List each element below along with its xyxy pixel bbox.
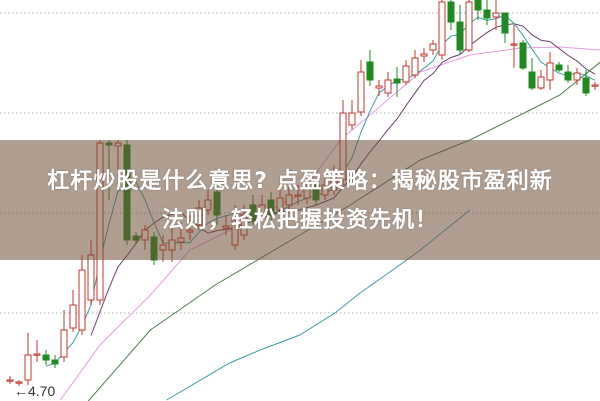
candle	[519, 40, 527, 70]
candle	[528, 58, 536, 90]
candle	[366, 50, 374, 86]
candle-body	[447, 1, 455, 23]
candle	[6, 376, 14, 384]
title-line-2: 法则，轻松把握投资先机！	[161, 208, 438, 233]
candle-body	[501, 12, 509, 34]
candle	[78, 255, 86, 335]
candle	[420, 48, 428, 62]
candle	[591, 82, 599, 90]
candle	[60, 310, 68, 362]
candle	[564, 65, 572, 83]
candle	[465, 0, 473, 52]
candle-body	[375, 85, 383, 89]
candle-body	[357, 71, 365, 113]
candle	[33, 340, 41, 362]
candle	[411, 50, 419, 78]
candle-body	[393, 78, 401, 84]
candle	[15, 380, 23, 386]
candle	[375, 80, 383, 96]
candle	[51, 355, 59, 368]
candle-body	[69, 304, 77, 329]
candle	[501, 12, 509, 43]
candle	[573, 68, 581, 85]
candle	[546, 52, 554, 90]
candle	[510, 25, 518, 68]
candle-body	[348, 112, 356, 126]
candle-body	[483, 9, 491, 19]
candle-body	[456, 21, 464, 51]
candle-body	[582, 77, 590, 94]
candle	[42, 350, 50, 365]
candle-body	[591, 84, 599, 87]
candle-body	[429, 43, 437, 51]
candle-body	[438, 1, 446, 56]
candle-body	[573, 72, 581, 81]
candle-body	[411, 57, 419, 76]
candle-body	[402, 65, 410, 83]
candle-body	[384, 79, 392, 94]
candle-body	[42, 354, 50, 361]
article-title: 杠杆炒股是什么意思? 点盈策略：揭秘股市盈利新 法则，轻松把握投资先机！	[0, 162, 600, 240]
candle-body	[465, 1, 473, 51]
candle-body	[420, 53, 428, 57]
candle	[348, 100, 356, 130]
candle-body	[33, 353, 41, 356]
candle-body	[546, 62, 554, 81]
candle	[69, 290, 77, 332]
candle-body	[474, 0, 482, 11]
candle	[456, 5, 464, 55]
low-price-label: ←4.70	[14, 383, 56, 399]
candle	[537, 70, 545, 90]
candle	[402, 60, 410, 85]
candle	[447, 0, 455, 30]
candle	[492, 0, 500, 30]
candle-body	[366, 61, 374, 81]
candle	[582, 70, 590, 96]
candle-body	[555, 64, 563, 71]
title-banner	[0, 140, 600, 260]
candle-body	[537, 76, 545, 89]
candle	[384, 72, 392, 97]
candle-body	[6, 379, 14, 382]
candle-body	[564, 71, 572, 81]
candle-body	[519, 42, 527, 69]
candle	[555, 62, 563, 72]
candle-body	[15, 381, 23, 384]
candle-body	[60, 329, 68, 358]
title-line-1: 杠杆炒股是什么意思? 点盈策略：揭秘股市盈利新	[47, 169, 553, 194]
candle	[483, 0, 491, 25]
candle-body	[528, 71, 536, 89]
candle-body	[492, 12, 500, 18]
candle	[357, 60, 365, 116]
candle-body	[510, 43, 518, 46]
candle-body	[24, 354, 32, 381]
candle	[429, 40, 437, 55]
candle-body	[87, 254, 95, 301]
candle-body	[78, 269, 86, 331]
candle	[24, 333, 32, 385]
candle	[438, 0, 446, 60]
candle-body	[51, 359, 59, 365]
candle	[474, 0, 482, 20]
candle	[393, 67, 401, 97]
